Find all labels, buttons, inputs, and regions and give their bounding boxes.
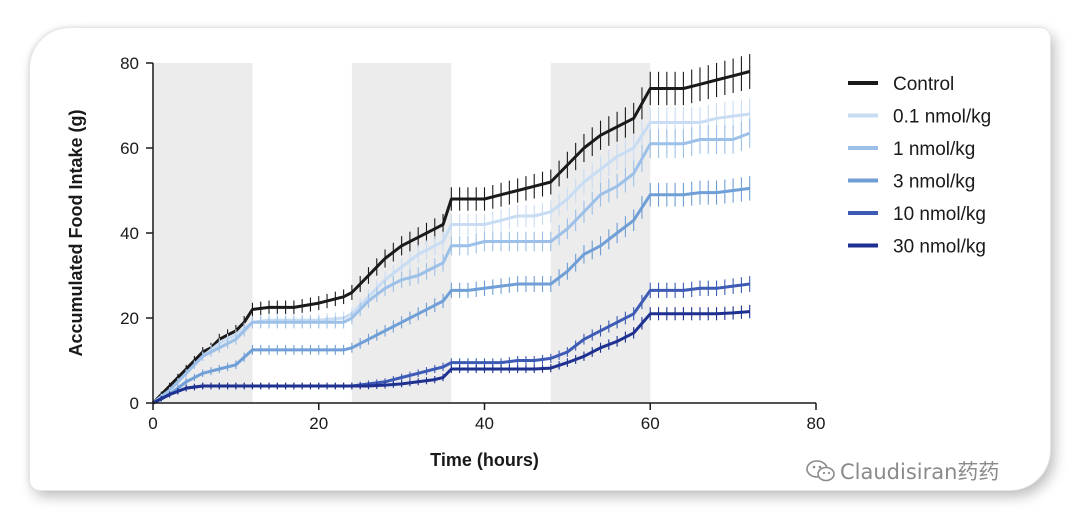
series-2 <box>152 118 751 405</box>
x-axis-label: Time (hours) <box>430 450 539 470</box>
series-5 <box>152 304 751 405</box>
legend: Control 0.1 nmol/kg 1 nmol/kg 3 nmol/kg 10 n… <box>848 74 991 258</box>
watermark: Claudisiran药药 <box>806 456 999 486</box>
x-tick-label: 60 <box>641 414 660 433</box>
legend-label: 0.1 nmol/kg <box>893 107 991 128</box>
legend-label: 30 nmol/kg <box>893 237 986 258</box>
legend-label: 10 nmol/kg <box>893 204 986 225</box>
x-tick-label: 40 <box>475 414 494 433</box>
dark-period-bands <box>153 63 651 403</box>
x-tick-label: 80 <box>807 414 826 433</box>
y-tick-label: 0 <box>130 394 139 413</box>
legend-label: 1 nmol/kg <box>893 139 975 160</box>
y-tick-label: 80 <box>120 54 139 73</box>
series-line <box>152 310 750 405</box>
dark-period-band-1 <box>153 63 253 403</box>
dark-period-band-2 <box>351 63 452 403</box>
axes: 0 20 40 60 80 0 20 40 60 80 <box>120 54 825 433</box>
y-tick-label: 40 <box>120 224 139 243</box>
watermark-text: Claudisiran药药 <box>840 460 1000 484</box>
y-axis-label: Accumulated Food Intake (g) <box>66 109 86 356</box>
legend-label: 3 nmol/kg <box>893 172 975 193</box>
y-tick-label: 20 <box>120 309 139 328</box>
y-tick-label: 60 <box>120 139 139 158</box>
x-tick-label: 20 <box>309 414 328 433</box>
series-3 <box>152 176 751 405</box>
series-line <box>152 131 751 405</box>
x-tick-label: 0 <box>148 414 157 433</box>
series-line <box>152 186 750 405</box>
wechat-icon <box>806 460 835 482</box>
legend-label: Control <box>893 74 954 95</box>
series-layer <box>151 54 751 405</box>
